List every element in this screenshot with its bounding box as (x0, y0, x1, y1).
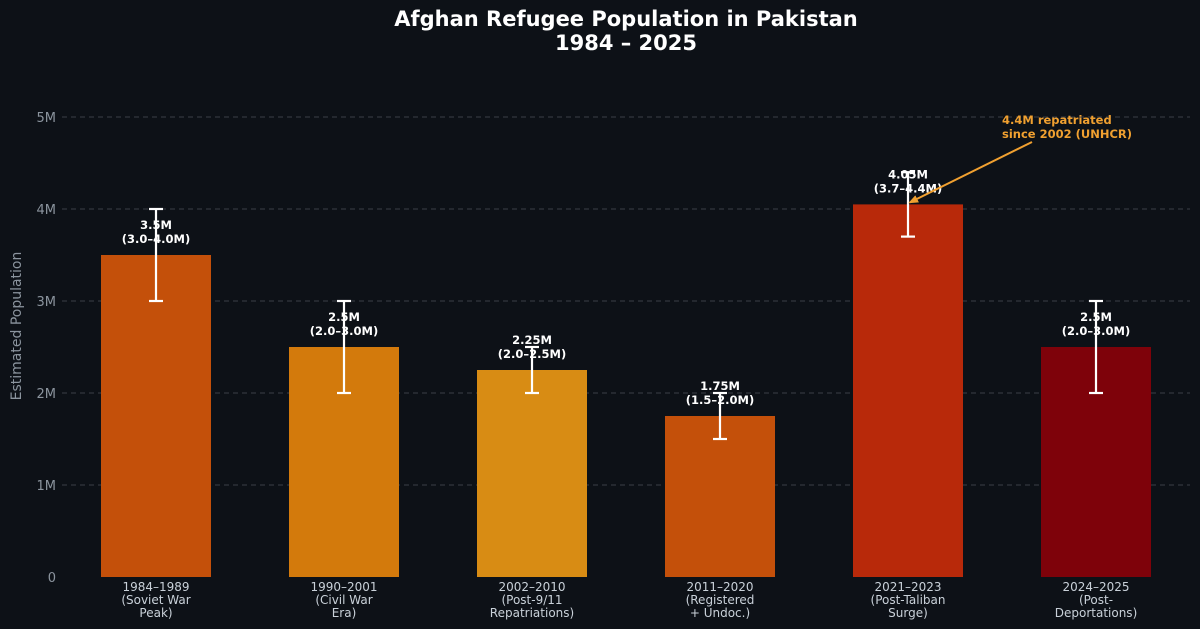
data-label-range: (1.5–2.0M) (686, 393, 754, 407)
data-label-value: 4.05M (888, 167, 928, 181)
x-tick-label: (Post- (1079, 593, 1113, 607)
data-label-range: (2.0–2.5M) (498, 347, 566, 361)
bar (101, 255, 211, 577)
y-tick-label: 1M (37, 479, 57, 494)
chart-title-line-2: 1984 – 2025 (555, 31, 697, 55)
x-tick-label: Surge) (888, 606, 928, 620)
y-tick-label: 4M (37, 203, 57, 218)
y-tick-label: 2M (37, 387, 57, 402)
data-label-range: (2.0–3.0M) (1062, 324, 1130, 338)
chart-title-line-1: Afghan Refugee Population in Pakistan (394, 7, 858, 31)
gridlines (62, 116, 1190, 486)
annotation-text: since 2002 (UNHCR) (1002, 127, 1132, 141)
error-bar (525, 345, 539, 395)
data-label-range: (3.0–4.0M) (122, 232, 190, 246)
x-tick-label: (Post-9/11 (501, 593, 562, 607)
error-bar (713, 391, 727, 441)
data-label-range: (3.7–4.4M) (874, 181, 942, 195)
x-tick-label: + Undoc.) (690, 606, 750, 620)
x-tick-label: 2021–2023 (874, 580, 941, 594)
error-bar (149, 207, 163, 303)
error-bar (337, 299, 351, 395)
data-label-value: 2.5M (328, 310, 360, 324)
x-tick-label: 2002–2010 (498, 580, 565, 594)
x-tick-label: Deportations) (1055, 606, 1138, 620)
error-bar (1089, 299, 1103, 395)
bar (665, 416, 775, 577)
y-tick-label: 0 (48, 571, 56, 586)
x-tick-label: (Registered (686, 593, 755, 607)
bars (101, 204, 1151, 577)
bar (477, 370, 587, 577)
data-label-range: (2.0–3.0M) (310, 324, 378, 338)
y-tick-label: 3M (37, 295, 57, 310)
annotation-arrow (908, 141, 1033, 204)
x-tick-label: 1984–1989 (122, 580, 189, 594)
x-tick-label: 2024–2025 (1062, 580, 1129, 594)
data-label-value: 2.25M (512, 333, 552, 347)
x-tick-label: Repatriations) (490, 606, 574, 620)
x-tick-label: Peak) (139, 606, 172, 620)
data-label-value: 3.5M (140, 218, 172, 232)
data-labels: 3.5M(3.0–4.0M)2.5M(2.0–3.0M)2.25M(2.0–2.… (122, 167, 1130, 407)
y-tick-label: 5M (37, 111, 57, 126)
bar (853, 204, 963, 577)
y-axis-ticks: 0 1M 2M 3M 4M 5M (37, 111, 57, 586)
x-tick-label: (Civil War (315, 593, 372, 607)
x-tick-label: (Post-Taliban (871, 593, 946, 607)
error-bar (901, 171, 915, 238)
x-tick-label: 1990–2001 (310, 580, 377, 594)
y-axis-label: Estimated Population (9, 252, 25, 401)
data-label-value: 2.5M (1080, 310, 1112, 324)
error-bars (149, 171, 1103, 441)
x-tick-label: (Soviet War (121, 593, 190, 607)
x-tick-label: 2011–2020 (686, 580, 753, 594)
annotation-text: 4.4M repatriated (1002, 113, 1112, 127)
x-tick-label: Era) (332, 606, 357, 620)
data-label-value: 1.75M (700, 379, 740, 393)
